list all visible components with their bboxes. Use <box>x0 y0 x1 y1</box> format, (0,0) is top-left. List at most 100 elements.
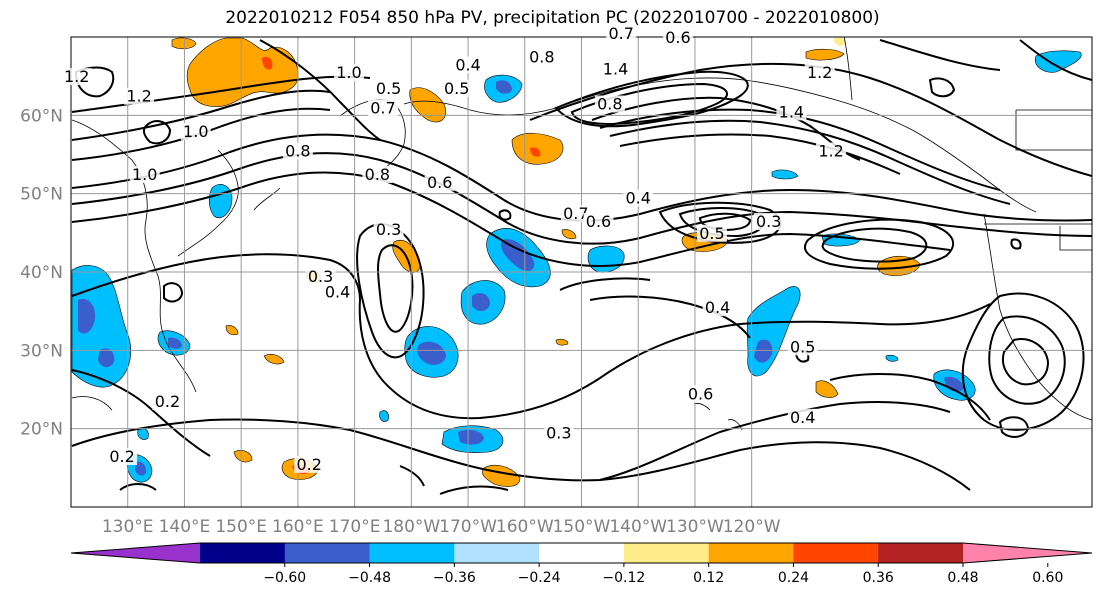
longitude-label: 120°W <box>723 517 781 537</box>
contour-label-bg <box>560 205 591 223</box>
pos-patch <box>409 87 447 123</box>
contour-label: 0.6 <box>427 173 452 192</box>
contour-label: 0.2 <box>297 455 322 474</box>
contour-label: 0.5 <box>790 337 815 356</box>
neg-patch <box>135 461 147 476</box>
neg-patch <box>771 169 799 180</box>
colorbar-tick-label: 0.12 <box>693 570 724 586</box>
contour-label-bg <box>702 299 733 317</box>
contour-label-bg <box>367 99 398 117</box>
contour-label: 0.5 <box>699 224 724 243</box>
colorbar-segment <box>878 543 964 563</box>
colorbar-segment <box>539 543 625 563</box>
contour-label: 0.8 <box>529 48 554 67</box>
contour-label: 0.3 <box>308 267 333 286</box>
neg-patch <box>587 245 625 273</box>
contour-label-bg <box>282 142 313 160</box>
contour-label-bg <box>787 408 818 426</box>
colorbar-segment <box>793 543 879 563</box>
colorbar-extend-max <box>963 543 1092 563</box>
contour-label-bg <box>61 68 92 86</box>
contour-label: 0.4 <box>455 55 480 74</box>
colorbar-tick-label: −0.36 <box>433 570 476 586</box>
pos-patch <box>263 354 285 365</box>
longitude-label: 170°W <box>439 517 497 537</box>
contour-label: 0.2 <box>155 392 180 411</box>
longitude-label: 140°W <box>609 517 667 537</box>
contour-label: 1.4 <box>779 102 804 121</box>
colorbar: −0.60 −0.48 −0.36 −0.24 −0.12 0.12 0.24 0.36 0.4… <box>70 542 1093 586</box>
contour-label-bg <box>180 122 211 140</box>
colorbar-segment <box>708 543 794 563</box>
longitude-label: 130°E <box>102 517 154 537</box>
contour-labels: 1.21.21.01.01.00.50.70.80.8 0.60.50.4 0.80… <box>61 24 847 474</box>
longitude-label: 180°W <box>382 517 440 537</box>
contour-label: 0.6 <box>688 384 713 403</box>
contour-label: 0.6 <box>586 212 611 231</box>
longitude-label: 170°E <box>329 517 381 537</box>
colorbar-segment <box>369 543 455 563</box>
pos-patch <box>233 450 253 463</box>
contour-label: 1.0 <box>336 63 361 82</box>
contour-label-bg <box>322 283 353 301</box>
contour-label: 0.7 <box>608 24 633 43</box>
latitude-labels: 60°N 50°N 40°N 30°N 20°N <box>20 106 63 439</box>
neg-patch <box>472 293 490 312</box>
colorbar-tick-label: −0.24 <box>518 570 561 586</box>
neg-patch <box>78 299 96 334</box>
neg-patch <box>379 410 389 422</box>
colorbar-segment <box>623 543 710 563</box>
latitude-label: 20°N <box>20 420 63 440</box>
graticule <box>71 37 1092 507</box>
contour-label: 1.4 <box>603 59 628 78</box>
contour-label-bg <box>124 87 155 105</box>
latitude-label: 40°N <box>20 263 63 283</box>
pos-patch <box>186 37 299 107</box>
latitude-label: 60°N <box>20 106 63 126</box>
pos-patch <box>262 56 273 70</box>
colorbar-tick-label: 0.36 <box>863 570 894 586</box>
contour-label: 0.7 <box>370 98 395 117</box>
pos-patch <box>530 147 541 157</box>
neg-patch <box>98 348 115 368</box>
pos-patch <box>555 338 569 346</box>
contour-label-bg <box>373 79 404 97</box>
contour-label-bg <box>804 64 835 82</box>
contour-label: 0.5 <box>376 79 401 98</box>
contour-label-bg <box>543 424 574 442</box>
neg-patch <box>1034 50 1082 73</box>
colorbar-tick-label: −0.48 <box>348 570 391 586</box>
contour-label: 0.8 <box>285 142 310 161</box>
colorbar-segment <box>454 543 540 563</box>
contour-label: 1.2 <box>818 142 843 161</box>
contour-label-bg <box>606 25 637 42</box>
contour-label: 0.3 <box>376 220 401 239</box>
contour-label-bg <box>526 48 557 66</box>
contour-label-bg <box>594 95 625 113</box>
neg-patch <box>885 354 899 362</box>
colorbar-outline <box>70 542 1093 564</box>
latitude-label: 30°N <box>20 341 63 361</box>
colorbar-tick-label: 0.24 <box>778 570 809 586</box>
contour-label-bg <box>424 173 455 191</box>
pos-patch <box>815 380 839 398</box>
longitude-labels: 130°E 140°E 150°E 160°E 170°E 180°W170°W160°W… <box>102 517 781 537</box>
contour-label-bg <box>583 213 614 230</box>
contour-label-bg <box>623 189 654 207</box>
neg-patch <box>137 428 149 440</box>
neg-patch <box>208 184 233 218</box>
contour-label-bg <box>816 142 847 160</box>
neg-patch <box>458 430 484 445</box>
contour-label: 1.0 <box>183 122 208 141</box>
contour-label: 0.3 <box>756 212 781 231</box>
contour-label: 0.4 <box>325 283 350 302</box>
contour-label-bg <box>753 213 784 230</box>
contour-label-bg <box>107 448 138 465</box>
neg-patch <box>754 339 773 363</box>
contour-label-bg <box>373 220 404 238</box>
pos-patch <box>805 48 845 61</box>
longitude-label: 160°E <box>272 517 324 537</box>
map-title: 2022010212 F054 850 hPa PV, precipitatio… <box>225 8 880 28</box>
contour-label-bg <box>776 103 807 121</box>
